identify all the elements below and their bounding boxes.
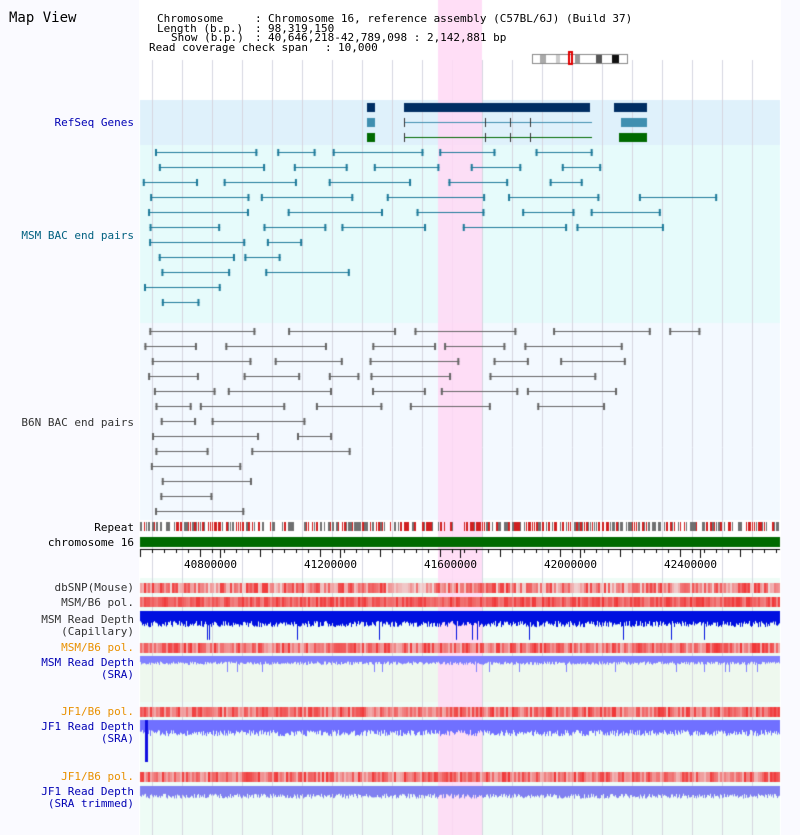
track-label-jf1-b6-pol-2: JF1/B6 pol. [61, 770, 134, 783]
ruler-tick-label: 42400000 [664, 558, 717, 571]
track-label-msm-read-capillary-sub: (Capillary) [61, 625, 134, 638]
chromosome-label: Chromosome [157, 12, 224, 25]
length-label: Length (b.p.) [157, 22, 244, 35]
coverage-value: 10,000 [338, 41, 378, 54]
track-label-jf1-b6-pol: JF1/B6 pol. [61, 705, 134, 718]
chromosome-value: Chromosome 16, reference assembly (C57BL… [268, 12, 633, 25]
show-value: 40,646,218-42,789,098 : 2,142,881 bp [268, 31, 507, 44]
track-label-msm-b6-pol: MSM/B6 pol. [61, 596, 134, 609]
ruler-tick-label: 40800000 [184, 558, 237, 571]
track-label-jf1-read-sra-sub: (SRA) [100, 732, 134, 745]
track-label-msm-read-capillary: MSM Read Depth [41, 613, 134, 626]
track-label-refseq: RefSeq Genes [54, 116, 134, 129]
colon-3: : [255, 31, 262, 44]
track-label-repeat: Repeat [94, 521, 134, 534]
track-label-msm-bac: MSM BAC end pairs [21, 229, 134, 242]
track-label-jf1-read-sra: JF1 Read Depth [41, 720, 134, 733]
ruler-tick-label: 41600000 [424, 558, 477, 571]
page-title: Map View [9, 10, 77, 26]
length-value: 98,319,150 [268, 22, 335, 35]
ruler-tick-label: 42000000 [544, 558, 597, 571]
track-label-dbsnp: dbSNP(Mouse) [54, 581, 134, 594]
show-label: Show (b.p.) [171, 31, 244, 44]
track-label-b6n-bac: B6N BAC end pairs [21, 416, 134, 429]
colon-1: : [255, 12, 262, 25]
track-label-jf1-read-trimmed-sub: (SRA trimmed) [47, 797, 134, 810]
track-label-msm-read-sra-sub: (SRA) [100, 668, 134, 681]
ruler-tick-label: 41200000 [304, 558, 357, 571]
track-label-jf1-read-trimmed: JF1 Read Depth [41, 785, 134, 798]
track-label-msm-b6-pol-2: MSM/B6 pol. [61, 641, 134, 654]
colon-4: : [325, 41, 332, 54]
colon-2: : [255, 22, 262, 35]
track-label-chromosome: chromosome 16 [47, 536, 134, 549]
track-label-msm-read-sra: MSM Read Depth [41, 656, 134, 669]
coverage-label: Read coverage check span [149, 41, 308, 54]
